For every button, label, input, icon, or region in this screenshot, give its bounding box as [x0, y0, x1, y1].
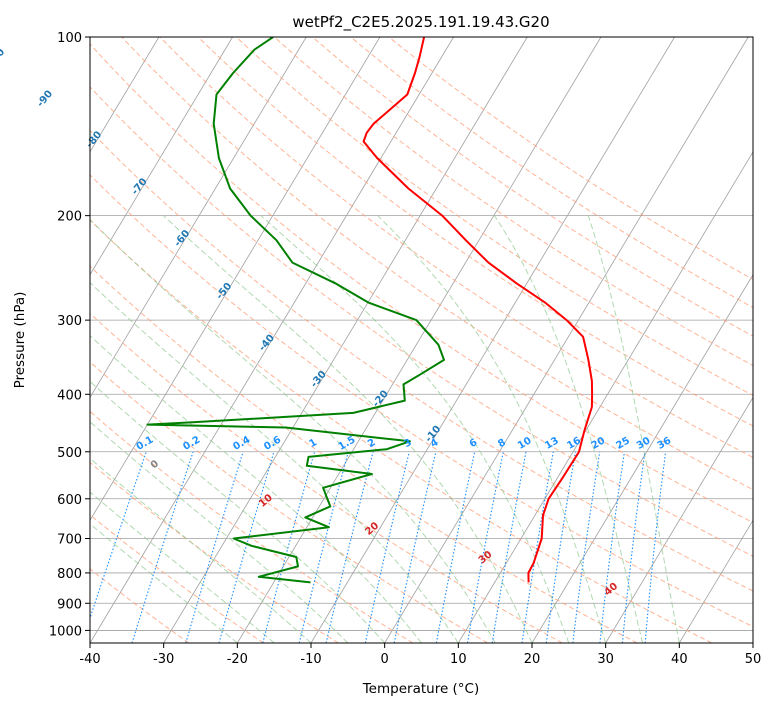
mixing-ratio-line: [572, 451, 601, 643]
moist-adiabat: [494, 215, 643, 643]
x-tick-label: -30: [153, 652, 174, 667]
x-tick-label: 50: [745, 652, 762, 667]
y-axis-title: Pressure (hPa): [12, 292, 28, 389]
x-tick-label: -40: [79, 652, 100, 667]
y-axis: 100 200 300 400 500 600 700 800 900 1000: [49, 31, 90, 639]
isotherm-line: [90, 37, 307, 399]
moist-adiabat: [90, 281, 459, 643]
mixing-ratio-label: 4: [429, 437, 441, 450]
dry-adiabat: [90, 43, 753, 524]
mixing-ratio-label: 8: [496, 437, 508, 450]
isotherm-line: [90, 37, 381, 521]
isotherm-line: [605, 396, 753, 643]
y-tick-label: 300: [57, 314, 82, 329]
mixing-ratio-label: 2: [366, 437, 378, 450]
y-tick-label: 1000: [49, 624, 82, 639]
moist-adiabat: [377, 215, 607, 643]
dry-adiabat: [90, 265, 638, 643]
plot-background: [90, 37, 753, 643]
mixing-ratio-line: [644, 451, 667, 643]
dry-adiabat: [90, 312, 563, 643]
mixing-ratio-line: [621, 451, 646, 643]
y-tick-label: 500: [57, 446, 82, 461]
temperature-line: [362, 37, 594, 583]
mixing-ratio-line: [435, 451, 476, 643]
moist-adiabat: [587, 215, 680, 643]
dry-adiabat: [273, 37, 753, 367]
plot-frame: [89, 36, 754, 644]
mixing-ratio-line: [298, 451, 349, 643]
dry-adiabat: [90, 129, 753, 592]
y-tick-label: 800: [57, 567, 82, 582]
mixing-ratio-label: 6: [468, 437, 480, 450]
y-tick-label: 200: [57, 210, 82, 225]
isotherm-line: [90, 37, 454, 643]
mixing-ratio-line: [90, 451, 147, 620]
isotherm-line: [90, 37, 160, 153]
mixing-ratio-label: 3: [402, 437, 414, 450]
moist-adiabat: [90, 523, 238, 643]
mixing-ratio-line: [491, 451, 527, 643]
isotherm-label: -90: [35, 89, 55, 110]
isotherm-line: [0, 37, 12, 643]
background-lines: [0, 37, 753, 643]
isotherm-line: [531, 273, 753, 643]
dry-adiabat: [90, 361, 488, 643]
dry-adiabat: [90, 514, 264, 643]
dry-adiabat: [90, 86, 753, 557]
isotherm-line: [163, 37, 528, 643]
isotherm-line: [752, 642, 753, 643]
x-tick-label: 30: [597, 652, 614, 667]
x-tick-label: 10: [450, 652, 467, 667]
isotherm-line: [90, 37, 233, 276]
x-tick-label: 0: [381, 652, 389, 667]
x-tick-label: 40: [671, 652, 688, 667]
dewpoint-line: [146, 37, 445, 584]
x-axis: -40 -30 -20 -10 0 10 20 30 40 50: [79, 643, 761, 667]
mixing-ratio-line: [599, 451, 625, 643]
moist-adiabat: [90, 421, 349, 643]
y-tick-label: 900: [57, 597, 82, 612]
mixing-ratio-line: [393, 451, 437, 643]
x-tick-label: 20: [524, 652, 541, 667]
moist-adiabat: [163, 215, 533, 643]
isotherm-line: [236, 37, 602, 643]
moist-adiabat: [260, 215, 570, 643]
mixing-ratio-line: [466, 451, 504, 643]
isotherm-label: -100: [0, 47, 7, 73]
x-axis-title: Temperature (°C): [362, 681, 480, 697]
isotherm-line: [457, 151, 753, 643]
y-tick-label: 600: [57, 493, 82, 508]
dry-adiabat: [90, 461, 339, 643]
moist-adiabat: [90, 218, 496, 643]
mixing-ratio-line: [262, 451, 316, 643]
y-tick-label: 700: [57, 533, 82, 548]
chart-title: wetPf2_C2E5.2025.191.19.43.G20: [292, 13, 549, 32]
y-tick-label: 100: [57, 31, 82, 46]
isotherm-line: [384, 37, 749, 643]
dry-adiabat: [159, 37, 753, 459]
dry-adiabat: [90, 219, 712, 643]
data-lines: [146, 37, 594, 584]
mixing-ratio-line: [364, 451, 410, 643]
dry-adiabat: [121, 37, 753, 491]
moist-adiabat: [90, 334, 422, 643]
mixing-ratio-label: 1: [308, 437, 320, 450]
dry-adiabat: [312, 37, 753, 337]
dry-adiabat: [235, 37, 753, 397]
isotherm-line: [678, 519, 753, 643]
mixing-ratio-line: [545, 451, 576, 643]
x-tick-label: -20: [227, 652, 248, 667]
x-tick-label: -10: [300, 652, 321, 667]
moist-adiabat: [90, 457, 312, 643]
y-tick-label: 400: [57, 388, 82, 403]
